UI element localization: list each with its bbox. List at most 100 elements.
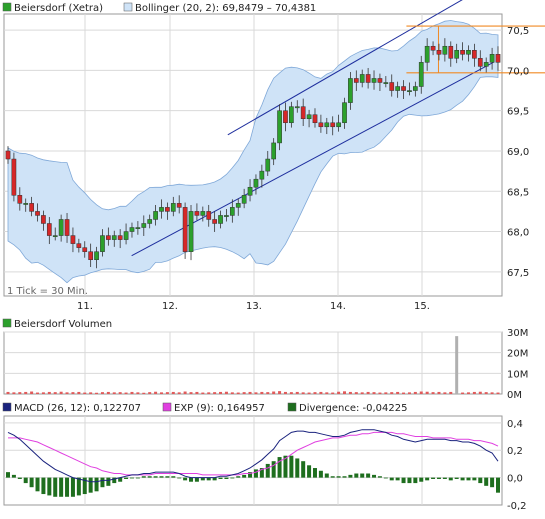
volume-bar [189, 392, 193, 394]
candle-body [401, 86, 406, 91]
divergence-bar [218, 477, 223, 479]
candle-body [212, 219, 217, 224]
divergence-bar [17, 477, 22, 479]
candle-body [123, 231, 129, 240]
volume-bar [366, 391, 370, 394]
divergence-bar [354, 473, 359, 478]
price-y-tick-label: 68,0 [507, 228, 529, 239]
macd-y-tick-label: 0,0 [507, 474, 523, 485]
price-y-tick-label: 70,0 [507, 66, 529, 77]
divergence-bar [159, 476, 164, 478]
candle-body [306, 114, 312, 119]
divergence-bar [425, 477, 430, 481]
price-y-tick-label: 69,0 [507, 147, 529, 158]
candle-body [253, 178, 259, 188]
candle-body [324, 122, 330, 128]
candle-body [194, 211, 200, 216]
candle-body [147, 219, 153, 224]
volume-bar [313, 392, 317, 394]
candle-body [35, 211, 40, 216]
divergence-bar [478, 477, 483, 484]
volume-bar [319, 391, 323, 394]
candle-body [46, 223, 52, 236]
divergence-bar [59, 477, 64, 497]
volume-bar [30, 391, 34, 394]
volume-bar [449, 391, 453, 394]
divergence-bar [289, 455, 294, 478]
volume-bar [384, 392, 388, 394]
candle-body [170, 203, 176, 212]
divergence-bar [118, 477, 123, 482]
volume-bar [100, 392, 104, 394]
candle-body [206, 211, 212, 220]
candle-body [489, 54, 495, 63]
candle-body [472, 50, 477, 59]
volume-bar [331, 392, 335, 394]
divergence-bar [230, 477, 235, 479]
candle-body [23, 203, 29, 205]
candle-body [235, 203, 241, 208]
volume-bar [490, 392, 494, 394]
divergence-bar [318, 470, 323, 478]
candle-body [94, 251, 99, 260]
divergence-bar [29, 477, 34, 488]
candles [5, 38, 501, 269]
divergence-bar [377, 476, 382, 478]
candle-body [448, 45, 454, 59]
volume-bar [195, 391, 199, 394]
exp-signal-line [8, 431, 499, 476]
volume-grid [4, 331, 502, 394]
legend-swatch-exp [162, 402, 172, 412]
candle-body [200, 211, 206, 216]
volume-bar [478, 391, 482, 394]
divergence-bar [460, 477, 465, 481]
volume-bar [136, 392, 140, 394]
price-y-tick-label: 67,5 [507, 268, 529, 279]
macd-panel: MACD (26, 12): 0,122707 EXP (9): 0,16495… [2, 402, 527, 512]
divergence-bar [112, 477, 117, 484]
divergence-bar [65, 477, 70, 497]
candle-body [289, 106, 294, 124]
volume-bars [6, 336, 500, 394]
trend-line-upper [227, 0, 463, 136]
candle-body [52, 235, 58, 238]
divergence-bar [472, 477, 477, 481]
volume-y-axis: 30M 20M 10M 0M [507, 328, 528, 401]
divergence-bar [248, 472, 253, 478]
candle-body [88, 251, 94, 260]
volume-bar [83, 392, 87, 394]
volume-bar [106, 391, 110, 394]
candle-body [165, 207, 170, 212]
volume-bar [171, 391, 175, 394]
candle-body [483, 62, 489, 67]
divergence-bar [330, 476, 335, 478]
volume-bar [425, 391, 429, 394]
candle-body [430, 45, 436, 51]
divergence-bar [165, 476, 170, 478]
volume-bar [130, 391, 134, 394]
divergence-bar [194, 477, 199, 482]
volume-bar [472, 391, 476, 394]
divergence-bar [383, 477, 388, 479]
divergence-bar [342, 476, 347, 478]
price-panel: 70,5 70,0 69,5 69,0 68,5 68,0 67,5 11. 12. 13. 14… [2, 0, 545, 312]
divergence-bar [295, 458, 300, 478]
candle-body [17, 195, 23, 204]
candle-body [348, 78, 353, 103]
candle-body [454, 50, 460, 59]
volume-bar [142, 392, 146, 394]
legend-divergence: Divergence: -0,04225 [299, 403, 407, 414]
candle-body [383, 82, 389, 84]
volume-bar [219, 391, 223, 394]
volume-bar [390, 392, 394, 394]
price-x-tick-label: 14. [330, 301, 346, 312]
divergence-bar [153, 476, 158, 478]
legend-exp: EXP (9): 0,164957 [174, 403, 265, 414]
volume-bar [301, 392, 305, 394]
volume-bar [177, 392, 181, 394]
macd-lines [7, 429, 499, 483]
volume-bar [165, 392, 169, 394]
volume-bar [148, 392, 152, 394]
volume-bar [360, 392, 364, 394]
price-x-tick-label: 13. [246, 301, 262, 312]
